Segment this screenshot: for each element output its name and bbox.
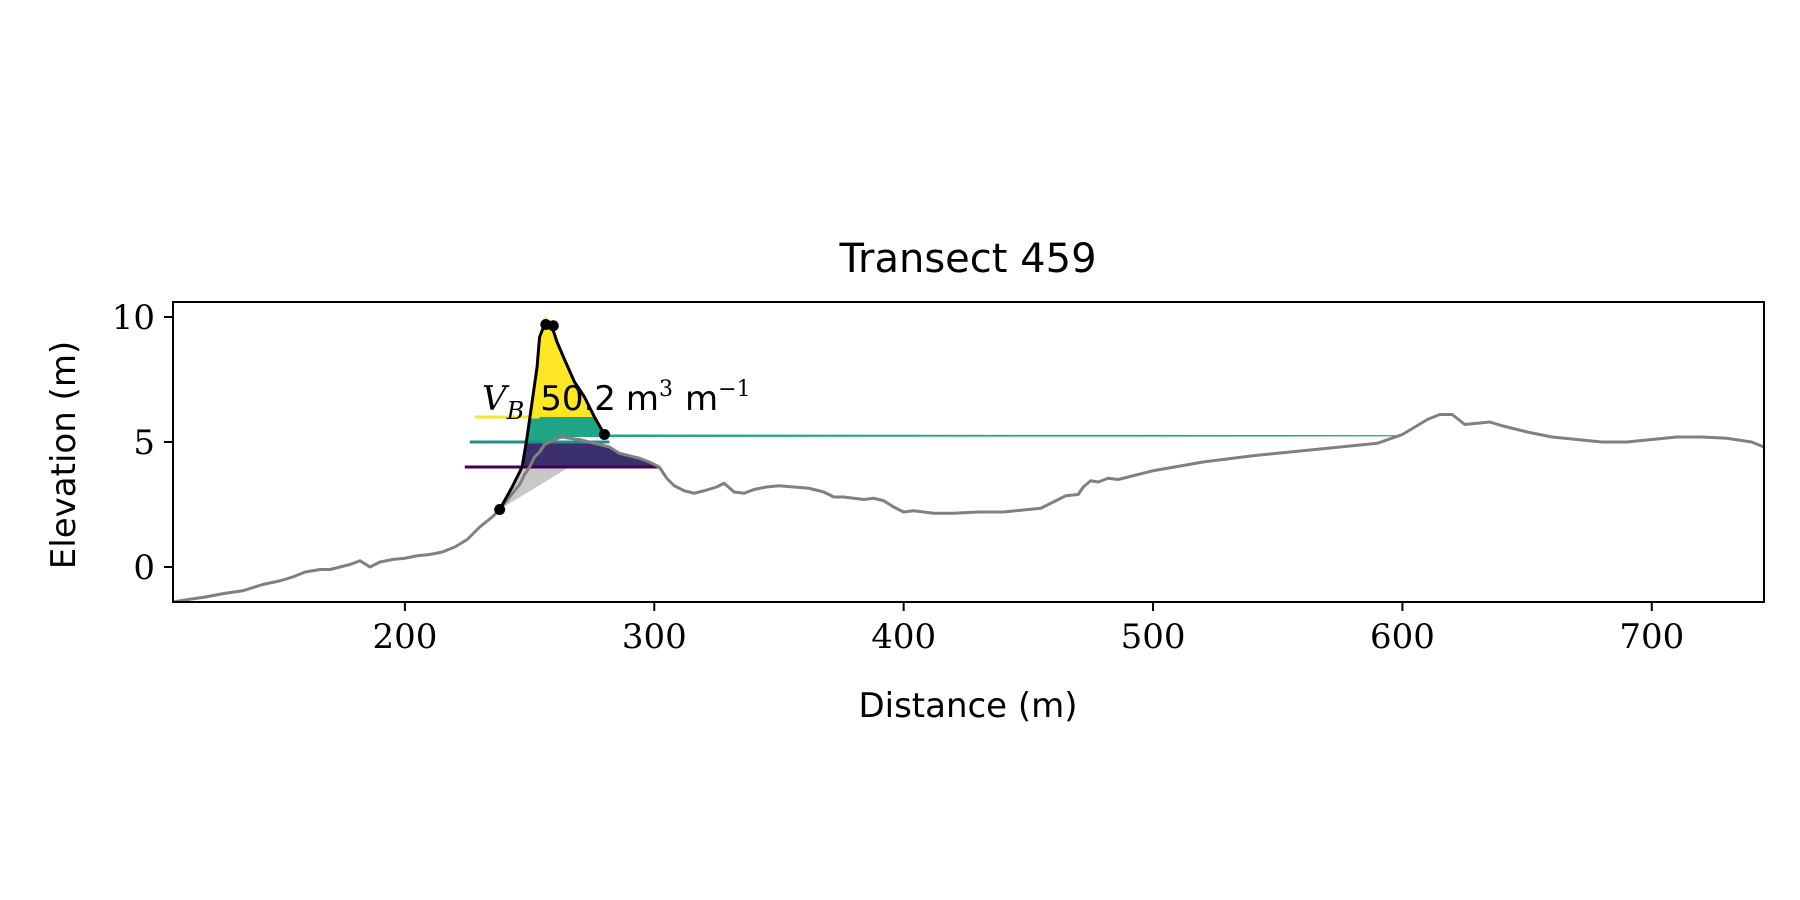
plot-frame xyxy=(172,301,1765,603)
chart-title: Transect 459 xyxy=(838,236,1096,282)
volume-unit-exp1: 3 xyxy=(659,377,673,402)
x-tick-label-400: 400 xyxy=(871,617,936,657)
x-tick-label-200: 200 xyxy=(372,617,437,657)
marker-point-2 xyxy=(547,320,559,332)
y-tick-label-0: 0 xyxy=(133,548,155,588)
level-fill-2 xyxy=(522,442,660,467)
volume-value: 50.2 xyxy=(540,379,616,419)
volume-subscript: B xyxy=(506,397,525,425)
level-fill-1 xyxy=(526,417,1401,442)
profile-lines xyxy=(173,323,1764,602)
marker-point-3 xyxy=(598,429,610,440)
dune-volume-fills xyxy=(499,317,1401,510)
y-tick-label-5: 5 xyxy=(133,423,155,463)
x-tick-label-700: 700 xyxy=(1619,617,1684,657)
volume-unit-m2: m xyxy=(685,379,718,419)
x-tick-label-300: 300 xyxy=(622,617,687,657)
y-axis-label: Elevation (m) xyxy=(44,341,84,569)
elevation-profile-line xyxy=(173,413,1764,602)
marker-points xyxy=(494,319,610,515)
volume-unit-m: m xyxy=(626,379,659,419)
x-axis-ticks: 200 300 400 500 600 700 xyxy=(372,602,1684,657)
y-tick-label-10: 10 xyxy=(112,298,155,338)
x-axis-label: Distance (m) xyxy=(858,686,1077,726)
y-axis-ticks: 0 5 10 xyxy=(112,298,173,588)
x-tick-label-500: 500 xyxy=(1121,617,1186,657)
marker-point-0 xyxy=(494,504,506,515)
volume-annotation: VB 50.2 m3 m−1 xyxy=(482,377,751,425)
volume-unit-exp2: −1 xyxy=(718,377,750,402)
level-fill-0 xyxy=(529,317,595,417)
x-tick-label-600: 600 xyxy=(1370,617,1435,657)
volume-symbol: V xyxy=(482,379,510,419)
